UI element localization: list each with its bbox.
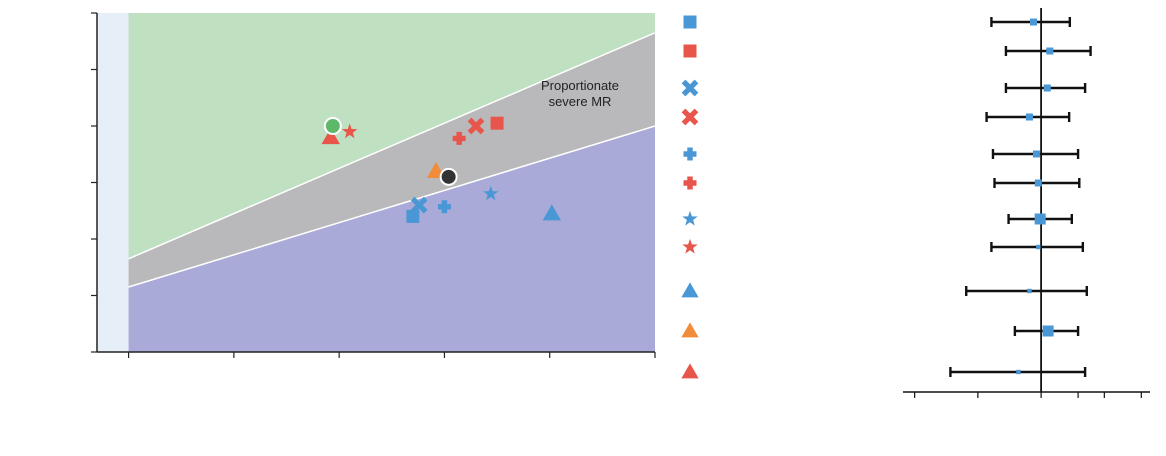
point-square-0 <box>406 209 420 223</box>
legend-marker-7 <box>682 238 698 254</box>
forest-plot <box>681 8 1150 398</box>
region-label-proportionate-line1: Proportionate <box>541 78 619 93</box>
legend-marker-6 <box>682 210 698 226</box>
estimate-box-4 <box>1032 150 1040 158</box>
estimate-box-6 <box>1034 213 1046 225</box>
legend-marker-10 <box>681 363 699 379</box>
legend-marker-4 <box>683 147 697 161</box>
estimate-box-3 <box>1025 113 1033 121</box>
upper-boundary-line <box>128 32 656 260</box>
legend-marker-1 <box>683 44 697 58</box>
trial-marker-1 <box>439 167 458 186</box>
lower-boundary-line <box>128 125 656 288</box>
legend-marker-9 <box>681 322 699 338</box>
point-star-6 <box>483 185 499 201</box>
estimate-box-5 <box>1034 179 1042 187</box>
estimate-box-10 <box>1016 369 1021 375</box>
point-x-3 <box>467 117 485 135</box>
point-square-1 <box>490 116 504 130</box>
estimate-box-0 <box>1029 18 1037 26</box>
legend-marker-3 <box>681 108 699 126</box>
estimate-box-9 <box>1042 325 1054 337</box>
point-triangle-10 <box>321 128 340 145</box>
region-label-proportionate-line2: severe MR <box>549 94 612 109</box>
point-plus-4 <box>437 200 451 214</box>
trial-marker-0 <box>323 117 342 135</box>
legend-marker-2 <box>681 79 699 97</box>
region-proportionate <box>128 32 655 288</box>
region-disproportionate <box>128 13 655 259</box>
estimate-box-7 <box>1036 244 1041 250</box>
region-nonsevere <box>128 126 655 352</box>
estimate-box-8 <box>1027 288 1032 294</box>
legend-marker-0 <box>683 15 697 29</box>
point-x-2 <box>410 196 428 214</box>
point-plus-5 <box>452 131 466 145</box>
estimate-box-2 <box>1043 84 1051 92</box>
point-star-7 <box>342 123 358 139</box>
legend-marker-8 <box>681 282 699 298</box>
legend-marker-5 <box>683 176 697 190</box>
estimate-box-1 <box>1046 47 1054 55</box>
point-triangle-8 <box>542 204 562 221</box>
